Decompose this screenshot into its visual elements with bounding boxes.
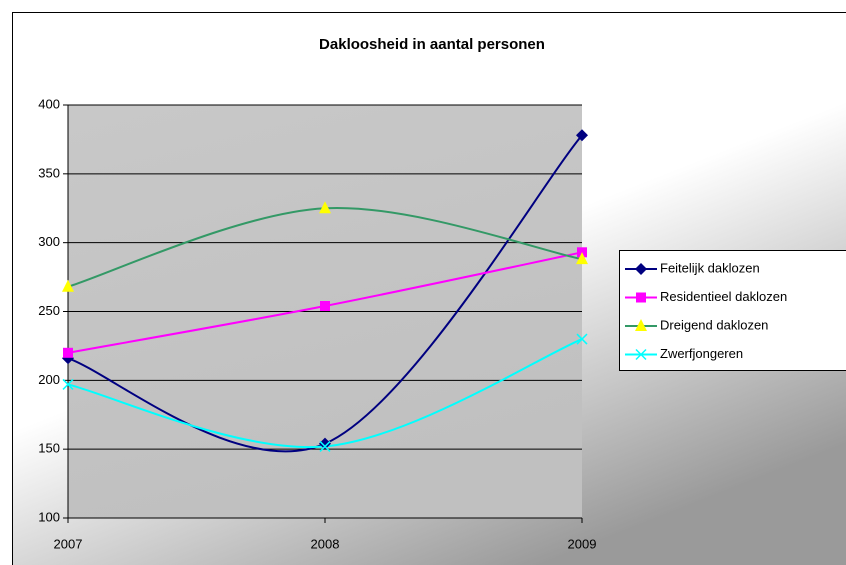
- legend-label: Zwerfjongeren: [660, 346, 743, 361]
- legend: [619, 250, 846, 371]
- y-tick-label: 200: [38, 372, 60, 387]
- legend-marker: [635, 263, 647, 275]
- legend-label: Residentieel daklozen: [660, 289, 787, 304]
- data-point: [63, 347, 73, 358]
- data-point: [576, 252, 588, 265]
- y-tick-label: 400: [38, 96, 60, 111]
- series-line: [67, 134, 583, 453]
- data-point: [319, 201, 331, 214]
- x-tick-label: 2009: [568, 536, 597, 551]
- x-tick-label: 2008: [311, 536, 340, 551]
- data-point: [320, 300, 330, 311]
- legend-marker: [635, 348, 647, 361]
- data-point: [319, 437, 331, 450]
- y-tick-label: 250: [38, 303, 60, 318]
- data-point: [576, 333, 588, 345]
- legend-marker: [636, 292, 646, 303]
- x-tick-label: 2007: [54, 536, 83, 551]
- data-point: [62, 279, 74, 292]
- chart-title: Dakloosheid in aantal personen: [319, 36, 545, 53]
- data-point: [319, 440, 331, 452]
- y-tick-label: 350: [38, 165, 60, 180]
- y-tick-label: 150: [38, 441, 60, 456]
- data-point: [576, 129, 588, 142]
- y-tick-label: 300: [38, 234, 60, 249]
- data-point: [62, 378, 74, 390]
- legend-label: Feitelijk daklozen: [660, 260, 760, 275]
- y-tick-label: 100: [38, 509, 60, 524]
- legend-marker: [635, 319, 647, 331]
- legend-label: Dreigend daklozen: [660, 317, 768, 332]
